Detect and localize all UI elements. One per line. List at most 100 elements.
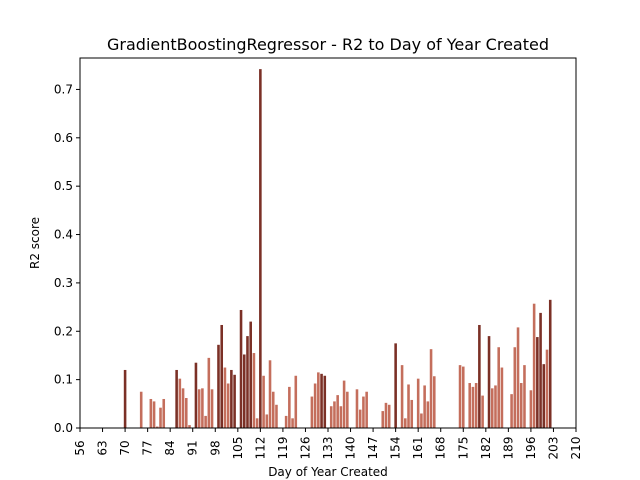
bar-day-197: [532, 303, 536, 428]
bar-day-181: [481, 395, 484, 428]
bar-day-82: [162, 398, 166, 428]
y-tick-label: 0.1: [54, 373, 73, 387]
bar-day-121: [288, 386, 291, 428]
bar-day-145: [365, 391, 368, 428]
bar-day-132: [323, 375, 327, 428]
y-tick-label: 0.2: [54, 324, 73, 338]
bar-day-165: [429, 349, 433, 428]
bar-day-192: [516, 327, 520, 428]
bar-day-136: [336, 395, 339, 428]
bar-day-184: [490, 388, 494, 428]
bar-day-166: [432, 376, 436, 428]
bar-day-198: [536, 337, 539, 428]
y-tick-label: 0.4: [54, 228, 73, 242]
x-axis-label: Day of Year Created: [268, 465, 388, 479]
bar-day-187: [500, 367, 504, 428]
bar-day-151: [384, 402, 388, 428]
bar-day-110: [252, 353, 256, 428]
bar-day-111: [255, 418, 259, 428]
x-tick-label: 70: [118, 440, 132, 455]
bar-day-134: [329, 406, 333, 428]
bar-day-156: [400, 365, 404, 428]
bar-day-161: [416, 378, 420, 428]
x-tick-label: 84: [163, 440, 177, 455]
x-tick-label: 105: [231, 437, 245, 460]
y-tick-label: 0.5: [54, 179, 73, 193]
x-tick-label: 119: [276, 437, 290, 460]
bar-day-186: [497, 347, 500, 428]
bar-day-152: [387, 404, 391, 428]
x-tick-label: 168: [434, 437, 448, 460]
bar-day-162: [420, 413, 423, 428]
bar-day-92: [194, 362, 198, 428]
bar-day-154: [394, 343, 397, 428]
bar-day-93: [197, 389, 201, 428]
bar-day-101: [223, 367, 227, 428]
bar-day-139: [346, 391, 349, 428]
bar-day-200: [542, 364, 546, 428]
bar-day-112: [259, 69, 262, 429]
bar-day-131: [320, 373, 323, 428]
x-tick-label: 147: [366, 437, 380, 460]
bar-day-108: [246, 336, 249, 428]
y-axis-label: R2 score: [28, 217, 42, 269]
x-tick-label: 56: [73, 440, 87, 455]
bar-day-81: [159, 407, 162, 428]
bar-day-79: [152, 401, 156, 428]
x-tick-label: 175: [456, 437, 470, 460]
x-tick-label: 133: [321, 437, 335, 460]
bar-day-122: [291, 418, 294, 428]
x-tick-label: 112: [253, 437, 267, 460]
bar-day-80: [156, 426, 159, 428]
x-tick-label: 182: [479, 437, 493, 460]
bar-day-178: [471, 386, 475, 428]
bar-day-96: [207, 357, 211, 428]
x-tick-label: 161: [411, 437, 425, 460]
bar-day-99: [217, 344, 220, 428]
bar-day-202: [548, 299, 552, 428]
bar-day-201: [545, 349, 549, 428]
bar-day-114: [265, 414, 269, 428]
bar-day-159: [410, 399, 414, 428]
x-tick-label: 203: [546, 437, 560, 460]
bar-day-78: [149, 398, 153, 428]
bar-day-193: [519, 383, 523, 428]
bar-day-138: [342, 380, 346, 428]
y-axis-ticks: 0.0 0.1 0.2 0.3 0.4 0.5 0.6 0.7: [54, 82, 80, 435]
bar-day-87: [178, 378, 182, 428]
x-tick-label: 126: [298, 437, 312, 460]
bar-day-70: [123, 369, 127, 428]
bar-day-180: [478, 324, 481, 428]
bar-day-116: [271, 391, 275, 428]
y-tick-label: 0.6: [54, 131, 73, 145]
bar-day-89: [184, 398, 188, 428]
x-tick-label: 77: [141, 440, 155, 455]
x-axis-ticks: 56 63 70 77 84 91 98 105 112 119 126 133 140 147 154 16…: [73, 428, 583, 459]
x-tick-label: 210: [569, 437, 583, 460]
bar-day-95: [204, 415, 207, 428]
bar-day-103: [230, 369, 233, 428]
bar-day-150: [381, 411, 385, 428]
x-tick-label: 154: [389, 437, 403, 460]
bar-day-196: [529, 390, 533, 428]
bar-day-135: [333, 401, 336, 428]
x-tick-label: 140: [344, 437, 358, 460]
bar-day-120: [284, 415, 288, 428]
bar-day-130: [317, 372, 320, 428]
axes-frame: [79, 57, 577, 429]
bar-day-137: [339, 406, 343, 428]
bar-day-174: [458, 365, 462, 428]
bar-day-164: [426, 401, 430, 428]
bar-day-88: [181, 388, 185, 428]
bar-day-123: [294, 375, 298, 428]
bar-day-163: [423, 385, 426, 428]
bar-day-97: [210, 389, 214, 428]
bar-day-158: [407, 384, 410, 428]
bar-day-177: [468, 383, 472, 428]
bar-day-115: [268, 360, 272, 428]
bar-day-102: [226, 383, 230, 428]
bar-day-179: [474, 383, 478, 428]
chart-title: GradientBoostingRegressor - R2 to Day of…: [107, 35, 549, 54]
bars-group: [123, 69, 552, 429]
